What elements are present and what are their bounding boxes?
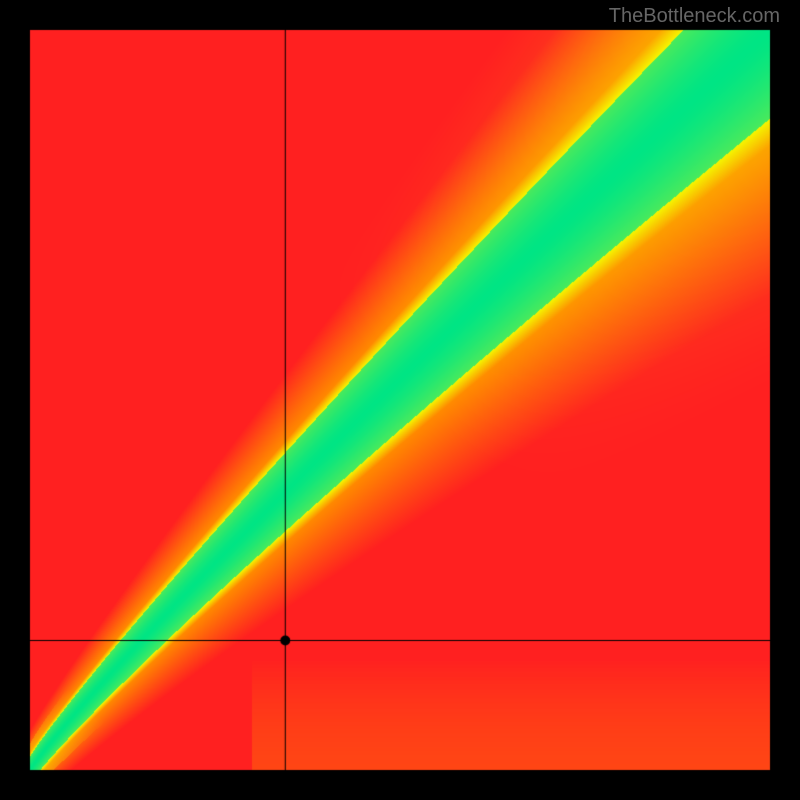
watermark-text: TheBottleneck.com: [609, 5, 780, 28]
chart-container: TheBottleneck.com: [0, 0, 800, 800]
bottleneck-heatmap: [0, 0, 800, 800]
